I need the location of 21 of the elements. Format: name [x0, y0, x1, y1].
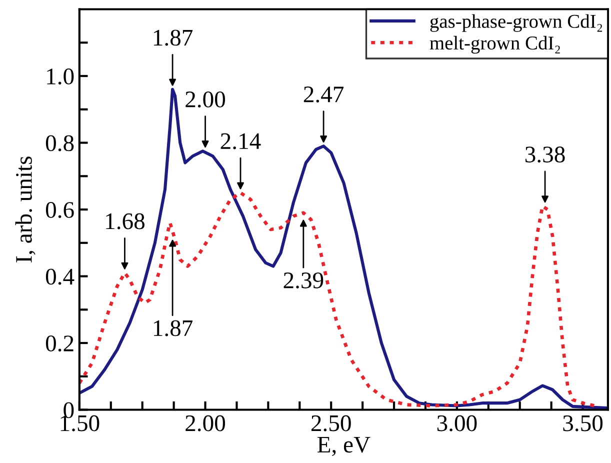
x-tick-label: 3.50 [563, 415, 603, 432]
y-axis-title: I, arb. units [15, 156, 36, 262]
y-tick-label: 0.4 [46, 268, 74, 285]
annotation: 3.38 [525, 146, 565, 163]
x-tick-label: 3.00 [437, 415, 477, 432]
annotation: 2.47 [304, 86, 344, 103]
y-tick-label: 0.6 [46, 202, 74, 218]
y-tick-label: 1.0 [47, 68, 74, 85]
x-tick-label: 2.50 [311, 415, 351, 432]
y-tick-label: 0.2 [46, 335, 74, 352]
annotation: 1.87 [154, 320, 193, 336]
x-axis-title: E, eV [317, 436, 370, 456]
x-tick-label: 2.00 [186, 415, 226, 432]
annotation: 1.68 [106, 213, 144, 230]
legend-label: melt-grown CdI₂ [430, 36, 560, 54]
y-tick-label: 0.8 [46, 135, 74, 152]
annotation: 2.14 [220, 133, 261, 150]
annotation: 2.39 [284, 272, 324, 288]
annotation: 2.00 [186, 91, 226, 108]
annotation: 1.87 [154, 30, 193, 46]
legend-label: gas-phase-grown CdI₂ [430, 14, 602, 32]
